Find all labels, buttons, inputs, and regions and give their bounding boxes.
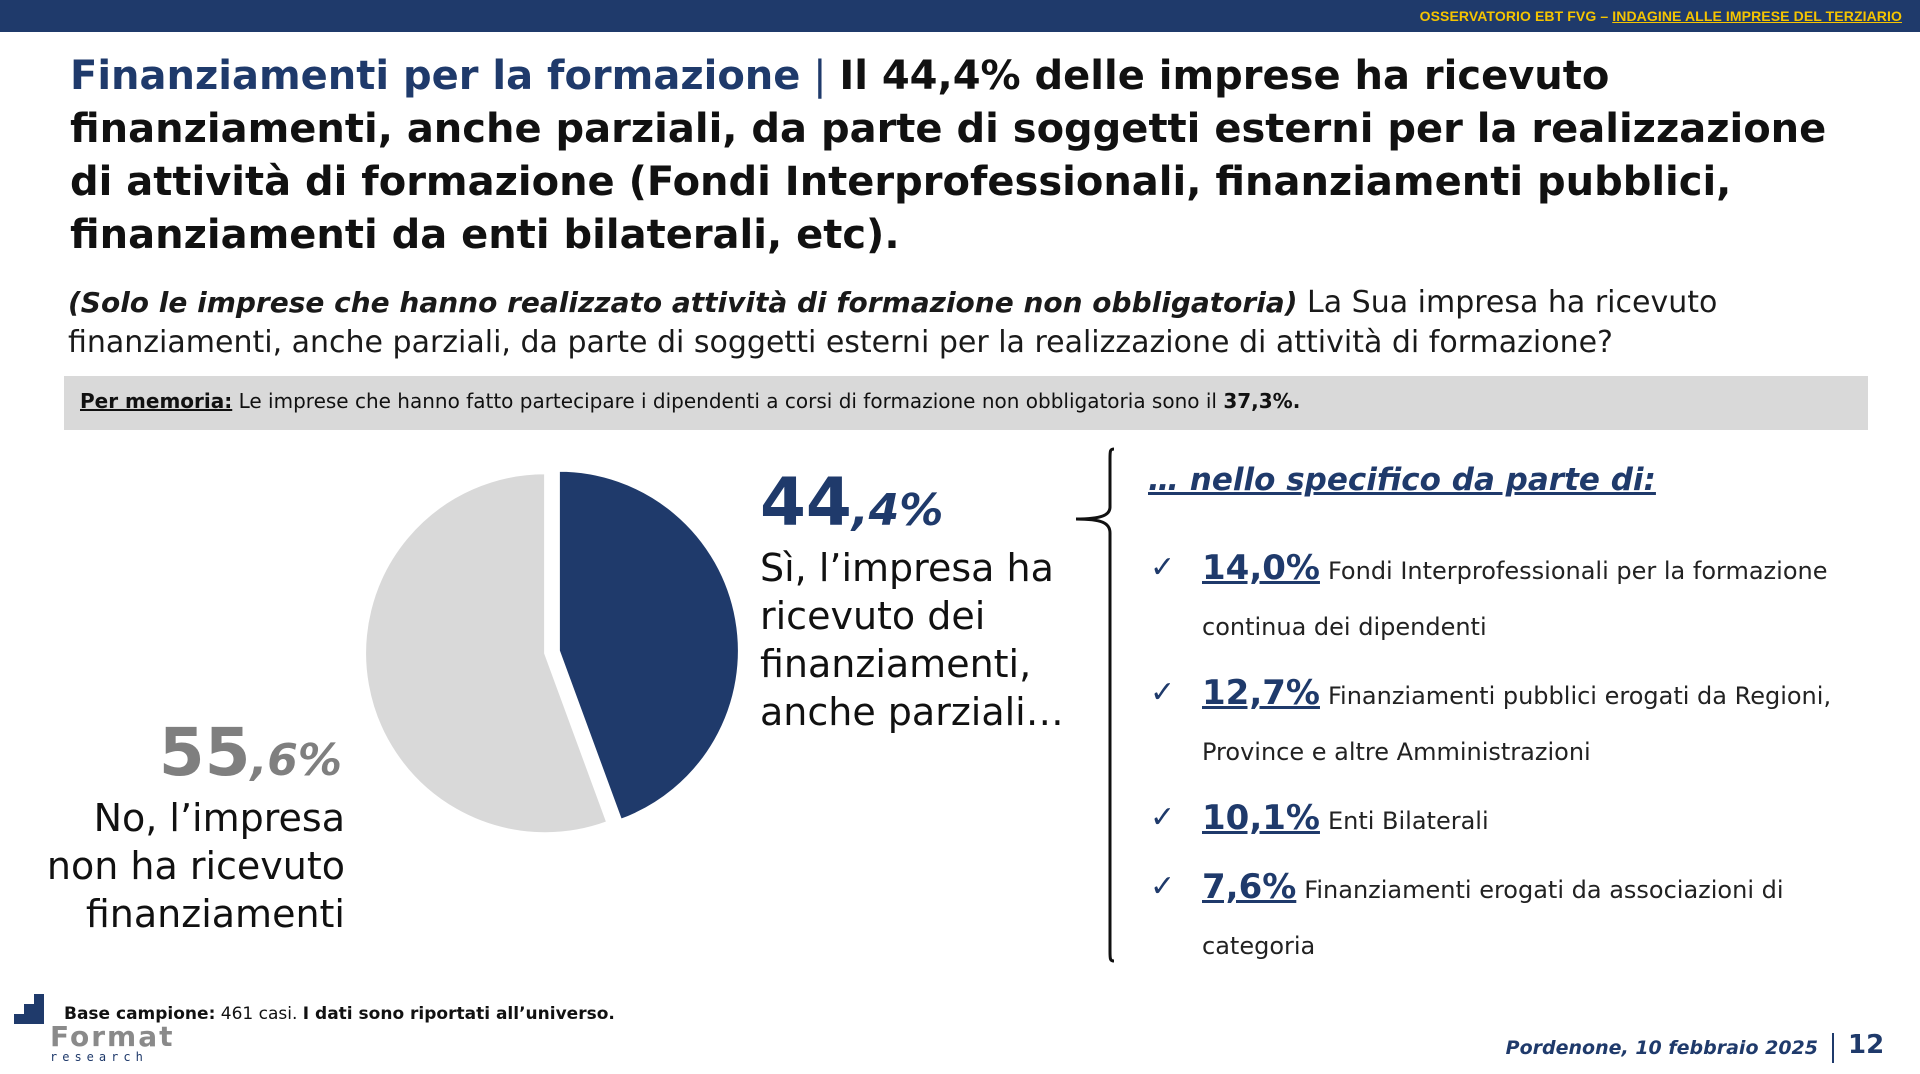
survey-name: OSSERVATORIO EBT FVG (1419, 8, 1597, 24)
question-condition: (Solo le imprese che hanno realizzato at… (68, 286, 1298, 319)
checkmark-icon: ✓ (1150, 675, 1176, 710)
top-bar: OSSERVATORIO EBT FVG – INDAGINE ALLE IMP… (0, 0, 1920, 32)
no-label: No, l’impresa non ha ricevuto finanziame… (46, 796, 345, 936)
yes-label: Sì, l’impresa ha ricevuto dei finanziame… (760, 546, 1064, 734)
memo-label: Per memoria: (80, 389, 233, 413)
detail-percentage: 12,7% (1202, 673, 1320, 713)
checkmark-icon: ✓ (1150, 550, 1176, 585)
base-label: Base campione: (64, 1004, 216, 1024)
detail-item: ✓ 14,0% Fondi Interprofessionali per la fo… (1150, 540, 1880, 655)
format-research-logo: Format research (14, 992, 184, 1064)
base-note: I dati sono riportati all’universo. (302, 1004, 615, 1024)
detail-title: … nello specifico da parte di: (1148, 462, 1656, 498)
base-value: 461 casi. (215, 1004, 303, 1024)
pie-chart (364, 469, 740, 835)
yes-pct-decimal: ,4% (851, 485, 944, 536)
title-separator: | (800, 53, 840, 99)
detail-percentage: 10,1% (1202, 798, 1320, 838)
detail-text: Finanziamenti erogati da associazioni di… (1202, 876, 1784, 960)
curly-brace (1075, 447, 1115, 963)
memo-value: 37,3%. (1223, 389, 1301, 413)
memo-text: Per memoria: Le imprese che hanno fatto … (80, 389, 1300, 413)
yes-percentage: 44,4% (760, 464, 943, 541)
detail-percentage: 14,0% (1202, 548, 1320, 588)
logo-mark-icon (14, 994, 44, 1024)
pie-slice-no (364, 472, 609, 835)
sample-base-note: Base campione: 461 casi. I dati sono rip… (64, 1004, 615, 1024)
detail-item: ✓ 12,7% Finanziamenti pubblici erogati da … (1150, 665, 1880, 780)
survey-question: (Solo le imprese che hanno realizzato at… (68, 283, 1868, 363)
footer-separator (1832, 1033, 1834, 1063)
title-headline: Il 44,4% delle imprese ha ricevuto finan… (70, 53, 1827, 258)
no-pct-integer: 55 (158, 714, 251, 791)
no-percentage: 55,6% (159, 714, 342, 791)
memo-box: Per memoria: Le imprese che hanno fatto … (64, 376, 1868, 430)
detail-item: ✓ 7,6% Finanziamenti erogati da associazio… (1150, 859, 1880, 974)
detail-text: Enti Bilaterali (1327, 807, 1489, 835)
survey-link[interactable]: INDAGINE ALLE IMPRESE DEL TERZIARIO (1612, 8, 1902, 24)
logo-wordmark: Format (50, 1020, 175, 1053)
memo-body: Le imprese che hanno fatto partecipare i… (232, 389, 1224, 413)
title-topic: Finanziamenti per la formazione (70, 53, 801, 99)
detail-percentage: 7,6% (1202, 867, 1297, 907)
detail-item: ✓ 10,1% Enti Bilaterali (1150, 790, 1880, 849)
detail-text: Finanziamenti pubblici erogati da Region… (1202, 682, 1832, 766)
pie-slice-yes (557, 469, 740, 822)
checkmark-icon: ✓ (1150, 869, 1176, 904)
detail-text: Fondi Interprofessionali per la formazio… (1202, 557, 1828, 641)
header-dash: – (1596, 8, 1613, 24)
yes-pct-integer: 44 (760, 464, 852, 541)
footer-date: Pordenone, 10 febbraio 2025 (1505, 1037, 1818, 1059)
checkmark-icon: ✓ (1150, 800, 1176, 835)
question-text: La Sua impresa ha ricevuto finanziamenti… (68, 285, 1718, 360)
page-number: 12 (1848, 1030, 1885, 1060)
no-pct-decimal: ,6% (250, 735, 342, 786)
slide-title: Finanziamenti per la formazione | Il 44,… (70, 50, 1870, 262)
survey-header: OSSERVATORIO EBT FVG – INDAGINE ALLE IMP… (1420, 8, 1902, 24)
detail-list: ✓ 14,0% Fondi Interprofessionali per la fo… (1150, 540, 1880, 984)
logo-subtitle: research (50, 1050, 148, 1064)
